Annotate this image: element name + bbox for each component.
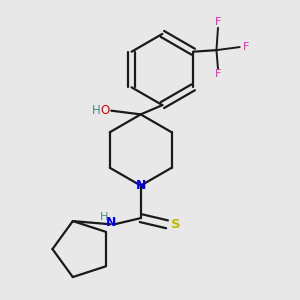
- Text: H: H: [100, 212, 108, 222]
- Text: N: N: [106, 216, 116, 229]
- Text: F: F: [215, 17, 221, 27]
- Text: F: F: [215, 69, 221, 79]
- Text: N: N: [136, 179, 146, 192]
- Text: S: S: [171, 218, 181, 231]
- Text: O: O: [100, 104, 110, 117]
- Text: H: H: [92, 104, 101, 117]
- Text: F: F: [243, 42, 250, 52]
